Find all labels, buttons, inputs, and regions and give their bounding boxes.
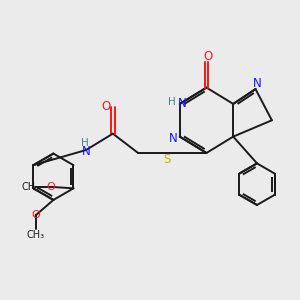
Text: H: H [81,139,88,148]
Text: O: O [203,50,213,64]
Text: CH₃: CH₃ [21,182,39,192]
Text: H: H [167,98,175,107]
Text: S: S [163,153,171,166]
Text: N: N [178,98,187,110]
Text: N: N [169,132,178,145]
Text: N: N [253,76,261,90]
Text: CH₃: CH₃ [26,230,45,240]
Text: O: O [31,210,40,220]
Text: N: N [82,145,91,158]
Text: O: O [102,100,111,113]
Text: O: O [47,182,56,192]
